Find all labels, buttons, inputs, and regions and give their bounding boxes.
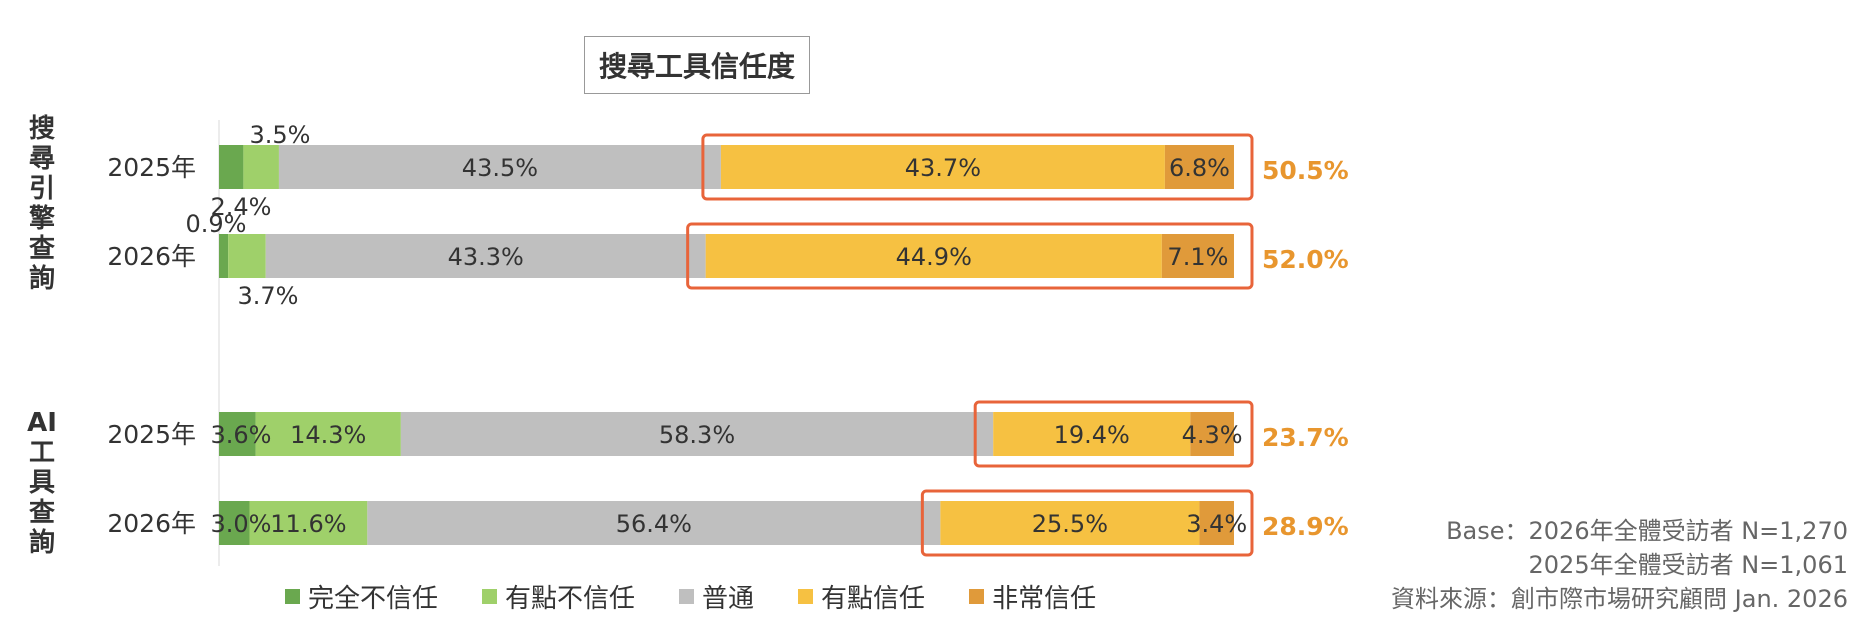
- highlight-box: [920, 489, 1254, 557]
- data-label: 3.0%: [211, 510, 272, 538]
- data-label: 3.7%: [238, 282, 299, 310]
- data-label: 14.3%: [290, 421, 366, 449]
- legend-item-neutral: 普通: [679, 578, 754, 615]
- data-label: 43.3%: [448, 243, 524, 271]
- trust-total-label: 28.9%: [1262, 512, 1349, 541]
- group-label-char: 擎: [28, 204, 55, 234]
- data-label: 58.3%: [659, 421, 735, 449]
- legend-label: 普通: [702, 584, 755, 614]
- legend-label: 完全不信任: [308, 584, 439, 614]
- bar-segment: [705, 234, 1162, 278]
- data-label: 7.1%: [1167, 243, 1228, 271]
- group-label-char: 查: [28, 498, 55, 528]
- data-label: 43.7%: [905, 154, 981, 182]
- bar-segment: [993, 412, 1191, 456]
- data-label: 25.5%: [1032, 510, 1108, 538]
- bar-segment: [278, 145, 721, 189]
- group-label-char: 查: [28, 234, 55, 264]
- trust-total-label: 23.7%: [1262, 423, 1349, 452]
- group-label-search-engine: 搜尋引擎查詢: [22, 114, 62, 294]
- row-label: 2026年: [107, 242, 196, 271]
- data-label: 2.4%: [211, 193, 272, 221]
- legend-swatch: [679, 589, 695, 604]
- bar-segment: [265, 234, 706, 278]
- bar-segment: [400, 412, 994, 456]
- group-label-char: 引: [28, 174, 55, 204]
- legend-label: 有點信任: [821, 584, 926, 614]
- legend-label: 非常信任: [992, 584, 1097, 614]
- trust-total-label: 52.0%: [1262, 245, 1349, 274]
- row-label: 2025年: [107, 153, 196, 182]
- bar-segment: [219, 234, 229, 278]
- legend-swatch: [285, 589, 300, 604]
- group-label-char: 詢: [28, 528, 55, 558]
- legend-item-strong-trust: 非常信任: [969, 578, 1096, 615]
- legend-item-strong-distrust: 完全不信任: [285, 578, 438, 615]
- data-label: 0.9%: [186, 210, 247, 238]
- legend-label: 有點不信任: [505, 584, 636, 614]
- bar-segment: [1199, 501, 1234, 545]
- bar-segment: [367, 501, 941, 545]
- bar-segment: [1161, 234, 1234, 278]
- data-label: 3.5%: [250, 121, 311, 149]
- group-label-ai-tools: AI 工具查詢: [22, 408, 62, 558]
- group-label-char: 具: [28, 468, 55, 498]
- data-label: 44.9%: [896, 243, 972, 271]
- data-label: 11.6%: [270, 510, 346, 538]
- base-note-line-2: 2025年全體受訪者 N=1,061: [1528, 551, 1848, 579]
- data-label: 19.4%: [1054, 421, 1130, 449]
- legend: 完全不信任 有點不信任 普通 有點信任 非常信任: [285, 578, 1096, 615]
- group-label-char: 搜: [28, 114, 55, 144]
- legend-swatch: [798, 589, 814, 604]
- base-note-line-1: Base：2026年全體受訪者 N=1,270: [1446, 517, 1848, 545]
- data-label: 6.8%: [1169, 154, 1230, 182]
- bar-segment: [255, 412, 401, 456]
- bar-segment: [1190, 412, 1234, 456]
- base-note: Base：2026年全體受訪者 N=1,270 2025年全體受訪者 N=1,0…: [1391, 514, 1848, 616]
- bar-segment: [219, 412, 256, 456]
- row-label: 2026年: [107, 509, 196, 538]
- bar-segment: [249, 501, 368, 545]
- group-label-char: 工: [28, 438, 55, 468]
- group-label-char: 詢: [28, 264, 55, 294]
- data-label: 3.6%: [211, 421, 272, 449]
- data-label: 56.4%: [616, 510, 692, 538]
- bar-segment: [720, 145, 1165, 189]
- legend-swatch: [969, 589, 985, 604]
- highlight-box: [701, 133, 1254, 201]
- group-label-char: AI: [27, 408, 57, 438]
- bar-segment: [940, 501, 1200, 545]
- bar-segment: [1164, 145, 1234, 189]
- chart-title: 搜尋工具信任度: [584, 36, 810, 94]
- row-label: 2025年: [107, 420, 196, 449]
- legend-item-somewhat-trust: 有點信任: [798, 578, 925, 615]
- bar-segment: [228, 234, 266, 278]
- data-label: 43.5%: [462, 154, 538, 182]
- group-label-char: 尋: [28, 144, 55, 174]
- bar-segment: [219, 501, 250, 545]
- bar-segment: [219, 145, 244, 189]
- trust-total-label: 50.5%: [1262, 156, 1349, 185]
- data-label: 3.4%: [1186, 510, 1247, 538]
- legend-swatch: [482, 589, 498, 604]
- bar-segment: [243, 145, 279, 189]
- highlight-box: [686, 222, 1254, 290]
- base-note-line-3: 資料來源：創市際市場研究顧問 Jan. 2026: [1391, 585, 1848, 613]
- highlight-box: [973, 400, 1254, 468]
- data-label: 4.3%: [1182, 421, 1243, 449]
- legend-item-somewhat-distrust: 有點不信任: [482, 578, 635, 615]
